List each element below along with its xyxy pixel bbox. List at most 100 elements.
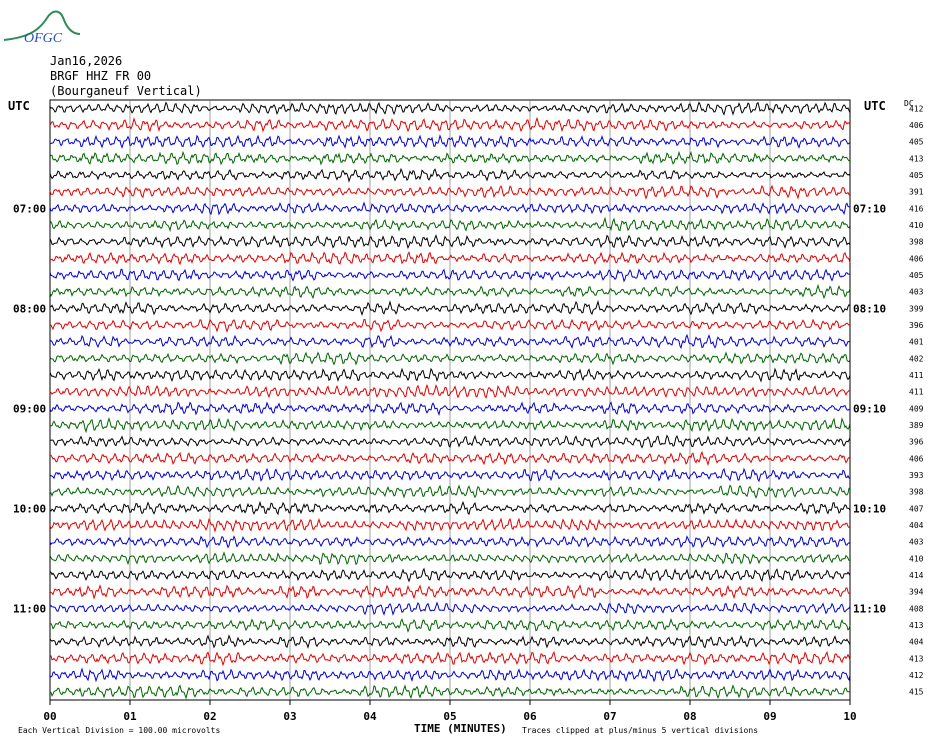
left-time-label: 11:00 (13, 602, 46, 615)
dc-offset-label: 410 (909, 221, 924, 230)
right-utc-label: UTC (864, 99, 886, 113)
ofgc-logo-graphic: OFGC (3, 10, 81, 46)
traces (49, 101, 851, 700)
grid-lines (49, 100, 851, 705)
dc-offset-label: 401 (909, 338, 924, 347)
seismic-trace (49, 584, 851, 600)
seismic-trace (49, 650, 851, 667)
dc-offset-label: 411 (909, 371, 924, 380)
footer-left: Each Vertical Division = 100.00 microvol… (18, 726, 220, 735)
dc-offset-label: 413 (909, 654, 924, 663)
location-label: (Bourganeuf Vertical) (50, 84, 202, 98)
labels: 00 01 02 03 04 05 06 07 08 09 10 412 406 405 413 405 391… (13, 104, 924, 723)
left-time-label: 08:00 (13, 302, 46, 315)
right-time-label: 07:10 (853, 202, 886, 215)
dc-offset-label: 406 (909, 454, 924, 463)
seismic-trace (49, 500, 851, 516)
dc-offset-label: 413 (909, 621, 924, 630)
x-tick-label: 09 (763, 710, 776, 723)
x-tick-label: 10 (843, 710, 856, 723)
seismic-trace (49, 333, 851, 350)
dc-offset-label: 412 (909, 671, 924, 680)
dc-offset-label: 406 (909, 121, 924, 130)
right-time-label: 08:10 (853, 302, 886, 315)
seismic-trace (49, 567, 851, 583)
x-tick-label: 08 (683, 710, 696, 723)
footer-right: Traces clipped at plus/minus 5 vertical … (522, 726, 758, 735)
seismic-trace (49, 150, 851, 166)
seismic-trace (49, 351, 851, 366)
right-time-label: 11:10 (853, 602, 886, 615)
seismic-trace (49, 234, 851, 250)
dc-offset-label: 403 (909, 538, 924, 547)
seismic-trace (49, 367, 851, 383)
left-time-label: 09:00 (13, 402, 46, 415)
dc-offset-label: 407 (909, 504, 924, 513)
x-tick-label: 05 (443, 710, 456, 723)
ofgc-logo: OFGC (2, 4, 82, 50)
x-axis-title: TIME (MINUTES) (414, 722, 507, 735)
left-time-label: 10:00 (13, 502, 46, 515)
dc-offset-label: 403 (909, 288, 924, 297)
dc-offset-label: 408 (909, 604, 924, 613)
seismic-trace (49, 667, 851, 683)
dc-offset-label: 396 (909, 438, 924, 447)
x-tick-label: 02 (203, 710, 216, 723)
dc-offset-label: 406 (909, 254, 924, 263)
dc-offset-label: 389 (909, 421, 924, 430)
seismic-trace (49, 167, 851, 183)
seismic-trace (49, 101, 851, 116)
x-tick-label: 04 (363, 710, 377, 723)
right-time-label: 09:10 (853, 402, 886, 415)
seismic-trace (49, 684, 851, 700)
seismic-trace (49, 401, 851, 417)
dc-offset-label: 402 (909, 354, 924, 363)
dc-offset-label: 413 (909, 154, 924, 163)
x-tick-label: 01 (123, 710, 137, 723)
seismic-trace (49, 450, 851, 467)
seismic-trace (49, 601, 851, 616)
dc-offset-label: 405 (909, 138, 924, 147)
dc-offset-label: 391 (909, 188, 924, 197)
right-time-label: 10:10 (853, 502, 886, 515)
dc-offset-label: 410 (909, 554, 924, 563)
left-time-label: 07:00 (13, 202, 46, 215)
seismic-trace (49, 318, 851, 333)
seismic-trace (49, 201, 850, 216)
left-utc-label: UTC (8, 99, 30, 113)
dc-offset-label: 404 (909, 638, 924, 647)
seismic-trace (49, 184, 851, 200)
dc-offset-label: 412 (909, 104, 924, 113)
seismic-trace (49, 416, 851, 434)
seismic-trace (49, 617, 851, 633)
dc-offset-label: 405 (909, 171, 924, 180)
dc-offset-label: 404 (909, 521, 924, 530)
seismic-trace (49, 517, 851, 533)
dc-offset-label: 393 (909, 471, 924, 480)
x-tick-label: 07 (603, 710, 616, 723)
dc-label: DC (904, 99, 914, 108)
dc-offset-label: 416 (909, 204, 924, 213)
dc-offset-label: 398 (909, 488, 924, 497)
seismic-trace (49, 116, 851, 133)
seismic-trace (49, 268, 851, 283)
dc-offset-label: 405 (909, 271, 924, 280)
dc-offset-label: 409 (909, 404, 924, 413)
seismic-trace (49, 299, 851, 317)
seismic-trace (49, 634, 851, 649)
seismic-trace (50, 434, 851, 449)
station-label: BRGF HHZ FR 00 (50, 69, 152, 83)
x-tick-label: 03 (283, 710, 296, 723)
x-tick-label: 06 (523, 710, 537, 723)
seismic-trace (49, 535, 851, 549)
dc-offset-label: 399 (909, 304, 924, 313)
seismic-trace (49, 383, 850, 399)
seismic-trace (49, 134, 851, 149)
seismic-trace (49, 251, 851, 266)
seismic-trace (49, 551, 851, 566)
x-tick-label: 00 (43, 710, 56, 723)
dc-offset-label: 414 (909, 571, 924, 580)
dc-offset-label: 396 (909, 321, 924, 330)
logo-text: OFGC (24, 31, 63, 46)
